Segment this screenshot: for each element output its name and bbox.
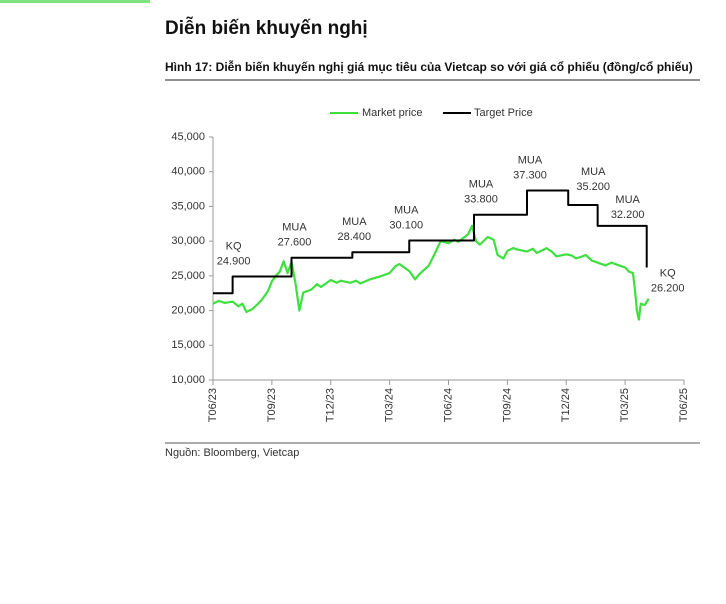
x-tick-label: T06/25 bbox=[678, 388, 690, 422]
annotation-label: MUA bbox=[615, 194, 640, 206]
annotation-label: MUA bbox=[282, 222, 307, 234]
y-tick-label: 45,000 bbox=[171, 131, 205, 143]
y-tick-label: 40,000 bbox=[171, 166, 205, 178]
x-tick-label: T06/24 bbox=[442, 388, 454, 422]
annotation-label: MUA bbox=[469, 179, 494, 191]
legend-label: Target Price bbox=[474, 107, 533, 119]
annotation-label: MUA bbox=[518, 154, 543, 166]
x-tick-label: T03/25 bbox=[619, 388, 631, 422]
annotation-value: 33.800 bbox=[464, 194, 498, 206]
series-line bbox=[213, 189, 648, 295]
annotation-value: 24.900 bbox=[217, 255, 251, 267]
series-line bbox=[212, 224, 650, 321]
annotation-value: 37.300 bbox=[513, 169, 547, 181]
legend-label: Market price bbox=[362, 107, 423, 119]
y-tick-label: 10,000 bbox=[171, 374, 205, 386]
page-title: Diễn biến khuyến nghị bbox=[165, 17, 368, 39]
y-tick-label: 20,000 bbox=[171, 304, 205, 316]
x-tick-label: T06/23 bbox=[207, 388, 219, 422]
y-tick-label: 30,000 bbox=[171, 235, 205, 247]
x-tick-label: T12/23 bbox=[325, 388, 337, 422]
source: Nguồn: Bloomberg, Vietcap bbox=[165, 447, 299, 459]
annotation-value: 35.200 bbox=[576, 181, 610, 193]
x-tick-label: T09/24 bbox=[501, 388, 513, 422]
y-tick-label: 15,000 bbox=[171, 339, 205, 351]
x-tick-label: T09/23 bbox=[266, 388, 278, 422]
annotation-value: 28.400 bbox=[338, 231, 372, 243]
annotation-label: KQ bbox=[226, 240, 242, 252]
annotation-label: MUA bbox=[394, 204, 419, 216]
x-tick-label: T12/24 bbox=[560, 388, 572, 422]
annotation-value: 32.200 bbox=[611, 209, 645, 221]
figure-title: Hình 17: Diễn biến khuyến nghị giá mục t… bbox=[165, 59, 693, 74]
y-tick-label: 25,000 bbox=[171, 270, 205, 282]
annotation-value: 27.600 bbox=[278, 237, 312, 249]
annotation-label: MUA bbox=[581, 166, 606, 178]
y-tick-label: 35,000 bbox=[171, 200, 205, 212]
top-accent bbox=[0, 0, 150, 3]
x-tick-label: T03/24 bbox=[384, 388, 396, 422]
annotation-label: MUA bbox=[342, 216, 367, 228]
annotation-value: 26.200 bbox=[651, 282, 685, 294]
annotation-value: 30.100 bbox=[389, 219, 423, 231]
annotation-label: KQ bbox=[660, 267, 676, 279]
